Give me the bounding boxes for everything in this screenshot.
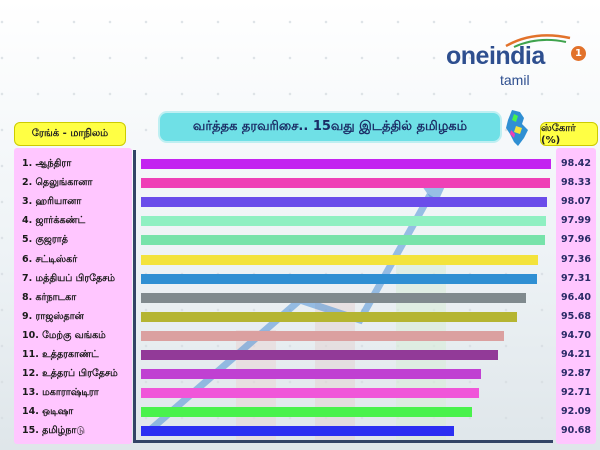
oneindia-logo: oneindia 1 tamil (446, 32, 586, 88)
tamilnadu-map-icon (506, 110, 528, 146)
category-label: 2. தெலுங்கானா (22, 177, 93, 189)
logo-swoosh-icon (505, 34, 571, 48)
values-panel (556, 148, 596, 444)
bar (141, 330, 505, 341)
labels-panel (14, 148, 132, 444)
bar (141, 407, 472, 418)
y-axis-line (133, 150, 136, 442)
bar (141, 426, 454, 437)
category-label: 9. ராஜஸ்தான் (22, 310, 84, 322)
value-label: 95.68 (560, 310, 592, 322)
score-header: ஸ்கோர் (%) (540, 122, 598, 146)
bar (141, 254, 538, 265)
bar (141, 350, 499, 360)
value-label: 92.87 (560, 368, 592, 380)
chart-title: வர்த்தக தரவரிசை.. 15வது இடத்தில் தமிழகம் (160, 113, 500, 141)
category-label: 11. உத்தரகாண்ட் (22, 349, 99, 360)
value-label: 97.31 (560, 272, 592, 284)
category-label: 5. குஜராத் (22, 234, 68, 246)
category-label: 3. ஹரியானா (22, 196, 82, 208)
value-label: 96.40 (560, 291, 592, 303)
bar (141, 311, 517, 322)
category-label: 7. மத்தியப் பிரதேசம் (22, 272, 116, 284)
logo-badge: 1 (571, 46, 586, 61)
bar (141, 197, 547, 208)
bar (141, 369, 482, 380)
category-label: 15. தமிழ்நாடு (22, 425, 85, 437)
category-label: 10. மேற்கு வங்கம் (22, 329, 106, 341)
value-label: 98.33 (560, 177, 592, 189)
bar (141, 292, 526, 303)
value-label: 92.71 (560, 387, 592, 399)
category-label: 4. ஜார்க்கண்ட் (22, 215, 86, 227)
value-label: 90.68 (560, 425, 592, 437)
category-label: 13. மகாராஷ்டிரா (22, 387, 99, 399)
value-label: 94.70 (560, 329, 592, 341)
category-label: 1. ஆந்திரா (22, 158, 72, 169)
value-label: 98.07 (560, 196, 592, 208)
category-label: 12. உத்தரப் பிரதேசம் (22, 368, 118, 380)
rank-state-header: ரேங்க் - மாநிலம் (14, 122, 126, 146)
value-label: 97.96 (560, 234, 592, 246)
bar (141, 159, 551, 169)
value-label: 92.09 (560, 406, 592, 418)
value-label: 94.21 (560, 349, 592, 360)
x-axis-line (133, 440, 553, 443)
logo-subtext: tamil (500, 72, 530, 88)
bar (141, 178, 550, 189)
bar (141, 216, 546, 227)
category-label: 14. ஒடிஷா (22, 406, 74, 418)
category-label: 8. கர்நாடகா (22, 291, 77, 303)
value-label: 98.42 (560, 158, 592, 169)
bar (141, 388, 480, 399)
bar (141, 273, 538, 284)
value-label: 97.36 (560, 253, 592, 265)
value-label: 97.99 (560, 215, 592, 227)
category-label: 6. சட்டிஸ்கர் (22, 253, 78, 265)
logo-text: oneindia (446, 42, 545, 70)
bar (141, 235, 546, 246)
